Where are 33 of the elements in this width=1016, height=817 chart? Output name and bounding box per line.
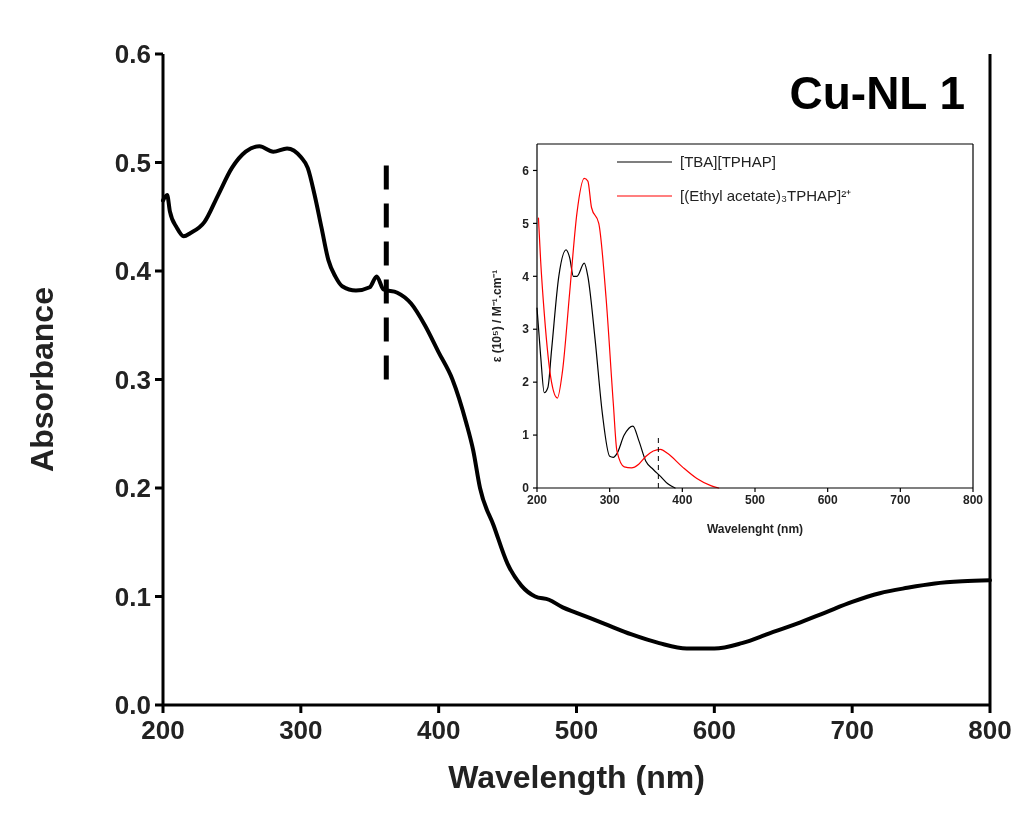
y-tick-label: 0.2 bbox=[114, 473, 151, 504]
x-tick-label: 700 bbox=[890, 493, 911, 507]
x-tick-label: 400 bbox=[416, 715, 461, 745]
y-tick-label: 1 bbox=[522, 428, 530, 443]
y-axis-title: ε (10⁵) / M⁻¹.cm⁻¹ bbox=[490, 269, 504, 363]
y-tick-label: 4 bbox=[522, 269, 530, 284]
y-tick-label: 0.1 bbox=[114, 581, 151, 612]
y-tick-label: 0.3 bbox=[114, 364, 151, 395]
y-tick-label: 0.6 bbox=[114, 39, 151, 70]
x-tick-label: 700 bbox=[830, 715, 874, 745]
x-axis-title: Wavelenght (nm) bbox=[706, 521, 804, 536]
y-tick-label: 3 bbox=[522, 322, 530, 337]
y-tick-label: 0 bbox=[522, 481, 530, 496]
x-tick-label: 300 bbox=[599, 493, 620, 507]
x-tick-label: 600 bbox=[692, 715, 737, 745]
x-tick-label: 500 bbox=[744, 493, 766, 507]
x-tick-label: 500 bbox=[554, 715, 599, 745]
x-tick-label: 800 bbox=[968, 715, 1012, 745]
legend-label: [TBA][TPHAP] bbox=[680, 153, 776, 171]
legend-label: [(Ethyl acetate)₃TPHAP]²⁺ bbox=[680, 187, 852, 205]
x-tick-label: 800 bbox=[962, 493, 984, 507]
x-tick-label: 200 bbox=[526, 493, 548, 507]
x-tick-label: 300 bbox=[279, 715, 323, 745]
y-tick-label: 0.4 bbox=[114, 256, 152, 287]
x-tick-label: 400 bbox=[672, 493, 693, 507]
y-tick-label: 6 bbox=[522, 163, 530, 178]
annotation: Cu-NL 1 bbox=[789, 67, 965, 119]
y-tick-label: 0.5 bbox=[114, 147, 151, 178]
y-axis-title: Absorbance bbox=[24, 287, 60, 472]
x-tick-label: 600 bbox=[817, 493, 838, 507]
x-axis-title: Wavelength (nm) bbox=[448, 758, 705, 795]
y-tick-label: 2 bbox=[522, 375, 530, 390]
y-tick-label: 5 bbox=[522, 216, 530, 231]
